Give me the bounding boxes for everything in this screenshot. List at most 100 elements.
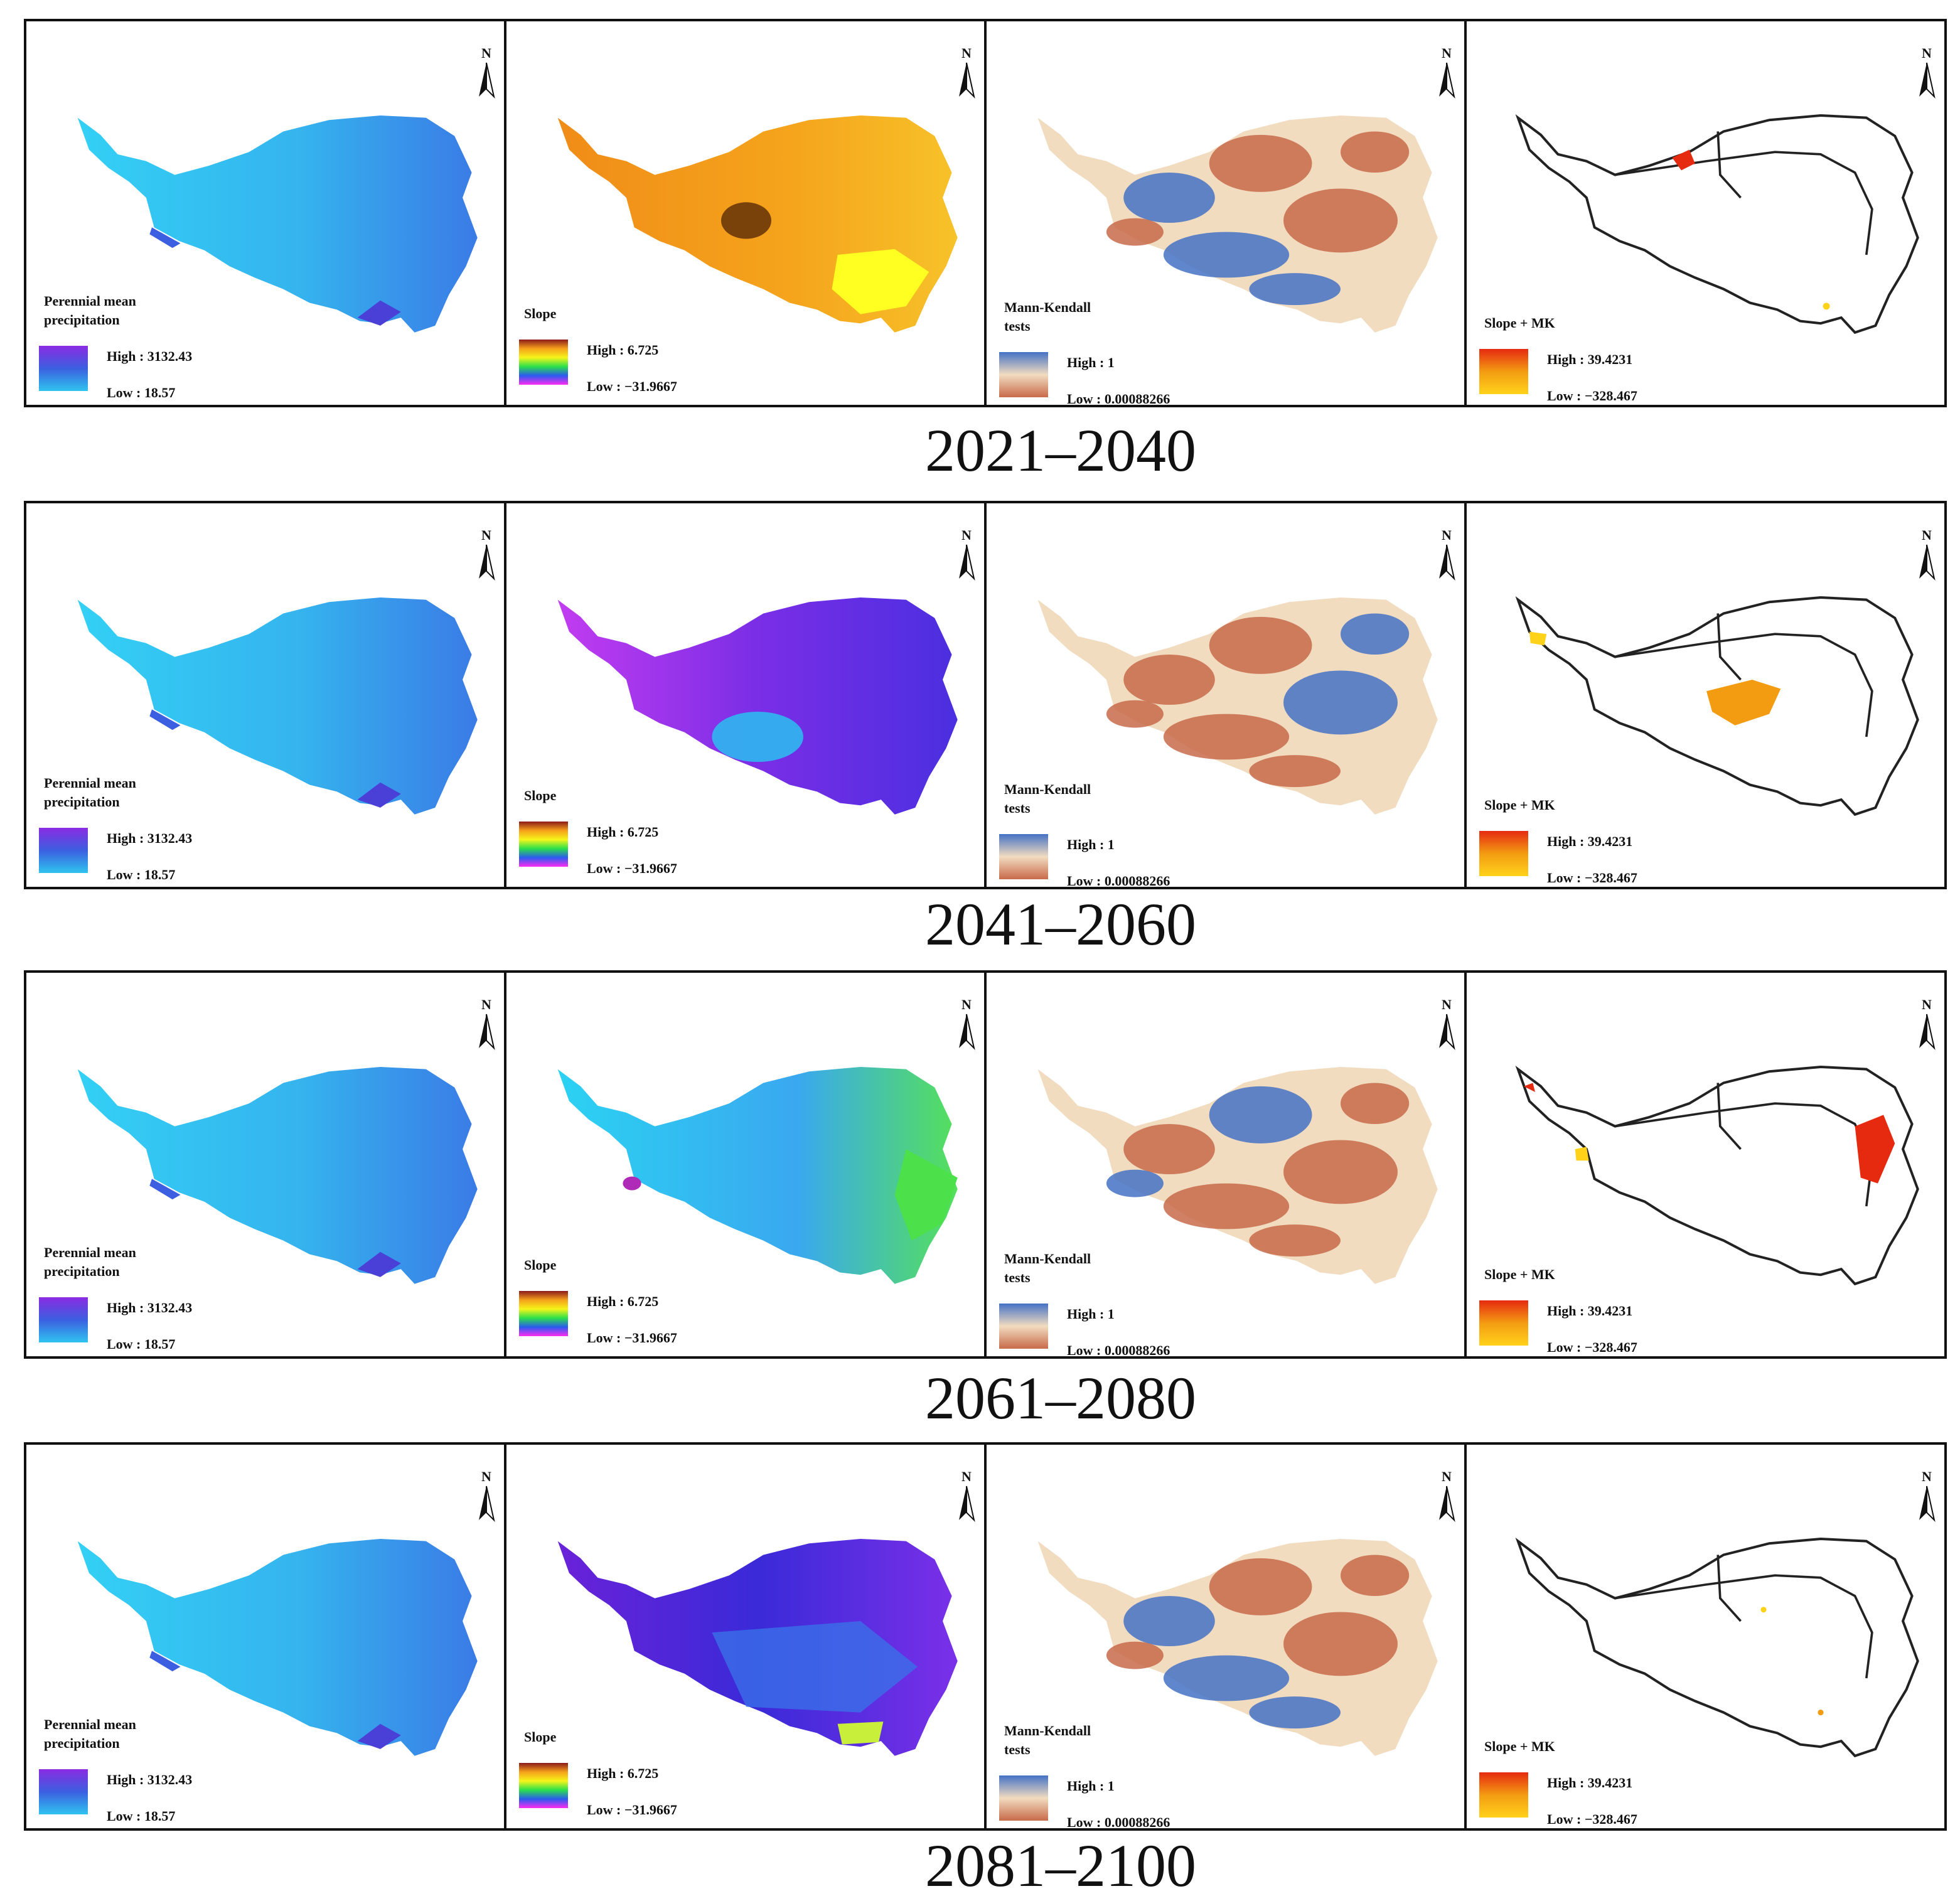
legend-low: Low : 0.00088266 [1067, 873, 1170, 889]
legend-title: Perennial mean [44, 1716, 136, 1732]
mk-low-zone [1209, 1558, 1312, 1615]
slope-mk-map [1515, 1537, 1919, 1758]
legend-title: Mann-Kendall [1004, 781, 1091, 797]
province-boundary [1716, 131, 1742, 199]
legend-high: High : 39.4231 [1547, 1303, 1632, 1319]
north-arrow-icon [1439, 1486, 1447, 1520]
mk-low-zone [1341, 131, 1410, 173]
map-panel: Slope High : 6.725 Low : −31.9667 N [504, 970, 987, 1359]
north-arrow-icon [479, 1486, 486, 1520]
legend-title: tests [1004, 1270, 1031, 1285]
legend-high: High : 6.725 [587, 824, 658, 840]
north-label: N [961, 1469, 972, 1484]
legend-title: Perennial mean [44, 1245, 136, 1260]
legend-title: precipitation [44, 794, 120, 810]
slope-map [557, 115, 958, 333]
mk-low-zone [1106, 218, 1164, 246]
slope-zone [837, 1722, 884, 1745]
mk-high-zone [1106, 1169, 1164, 1197]
legend-title: tests [1004, 1742, 1031, 1757]
legend-high: High : 3132.43 [107, 1772, 192, 1787]
mean-precip-map [77, 597, 478, 815]
legend-low: Low : 0.00088266 [1067, 391, 1170, 407]
mk-high-zone [1163, 232, 1290, 278]
mk-low-zone [1123, 654, 1215, 705]
plateau-shape [77, 115, 478, 333]
legend-title: Slope + MK [1484, 315, 1555, 331]
north-arrow-icon [1439, 1014, 1447, 1048]
map-panel: Mann-Kendall tests High : 1 Low : 0.0008826… [984, 1442, 1467, 1831]
legend-ramp [1479, 831, 1528, 876]
legend-high: High : 39.4231 [1547, 833, 1632, 849]
legend-title: precipitation [44, 312, 120, 328]
high-precip-zone [149, 1179, 181, 1200]
legend-high: High : 1 [1067, 355, 1115, 370]
legend-ramp [519, 822, 568, 867]
legend-high: High : 3132.43 [107, 830, 192, 846]
north-label: N [961, 527, 972, 543]
significant-patch [1672, 149, 1695, 171]
legend-title: Slope + MK [1484, 1738, 1555, 1754]
plateau-shape [1037, 115, 1438, 333]
plateau-outline [1515, 596, 1919, 817]
province-boundary [1716, 1083, 1742, 1150]
north-label: N [481, 527, 491, 543]
slope-zone [623, 1176, 641, 1191]
slope-mk-map [1515, 1065, 1919, 1286]
north-label: N [1442, 45, 1452, 61]
period-label: 2081–2100 [925, 1832, 1196, 1899]
legend-title: tests [1004, 800, 1031, 816]
slope-zone [712, 711, 803, 763]
mk-low-zone [1209, 616, 1312, 674]
north-label: N [481, 1469, 491, 1484]
legend-high: High : 39.4231 [1547, 1775, 1632, 1791]
legend-title: Perennial mean [44, 775, 136, 791]
period-label: 2061–2080 [925, 1364, 1196, 1432]
province-boundary [1615, 151, 1873, 255]
legend-ramp [999, 1775, 1048, 1821]
mann-kendall-map [1037, 1066, 1438, 1284]
legend-high: High : 6.725 [587, 342, 658, 358]
map-panel: Mann-Kendall tests High : 1 Low : 0.0008826… [984, 501, 1467, 889]
legend-ramp [999, 352, 1048, 397]
north-arrow-icon [959, 1486, 967, 1520]
slope-map [557, 1066, 958, 1284]
period-label: 2021–2040 [925, 417, 1196, 484]
map-panel: Slope + MK High : 39.4231 Low : −328.467 N [1464, 1442, 1947, 1831]
mk-low-zone [1106, 1641, 1164, 1669]
legend-ramp [39, 346, 88, 391]
significant-patch [1706, 680, 1781, 726]
north-arrow-icon [1446, 1014, 1455, 1051]
north-label: N [1442, 527, 1452, 543]
legend-high: High : 3132.43 [107, 1300, 192, 1315]
legend-ramp [39, 1769, 88, 1814]
legend-high: High : 1 [1067, 1306, 1115, 1322]
map-panel: Slope + MK High : 39.4231 Low : −328.467 N [1464, 970, 1947, 1359]
map-panel: Mann-Kendall tests High : 1 Low : 0.0008826… [984, 970, 1467, 1359]
north-arrow-icon [1446, 62, 1455, 99]
map-panel: Slope + MK High : 39.4231 Low : −328.467 N [1464, 19, 1947, 407]
legend-ramp [519, 340, 568, 385]
legend-low: Low : 18.57 [107, 1808, 175, 1824]
north-arrow-icon [1446, 1486, 1455, 1523]
mk-low-zone [1249, 755, 1341, 788]
legend-ramp [519, 1763, 568, 1808]
legend-title: Slope [524, 306, 557, 321]
high-precip-zone [149, 1651, 181, 1672]
low-slope-zone [720, 202, 772, 239]
province-boundary [1615, 1574, 1873, 1679]
legend-ramp [999, 834, 1048, 879]
north-arrow-icon [1919, 1014, 1927, 1048]
map-panel: Slope High : 6.725 Low : −31.9667 N [504, 19, 987, 407]
map-panel: Slope High : 6.725 Low : −31.9667 N [504, 1442, 987, 1831]
map-panel: Perennial mean precipitation High : 3132.4… [24, 501, 506, 889]
mann-kendall-map [1037, 1538, 1438, 1756]
mk-low-zone [1163, 714, 1290, 760]
mk-high-zone [1163, 1655, 1290, 1701]
legend-ramp [1479, 349, 1528, 394]
slope-map [557, 597, 958, 815]
map-panel: Mann-Kendall tests High : 1 Low : 0.0008826… [984, 19, 1467, 407]
north-arrow-icon [486, 62, 495, 99]
legend-ramp [1479, 1300, 1528, 1346]
north-label: N [961, 45, 972, 61]
